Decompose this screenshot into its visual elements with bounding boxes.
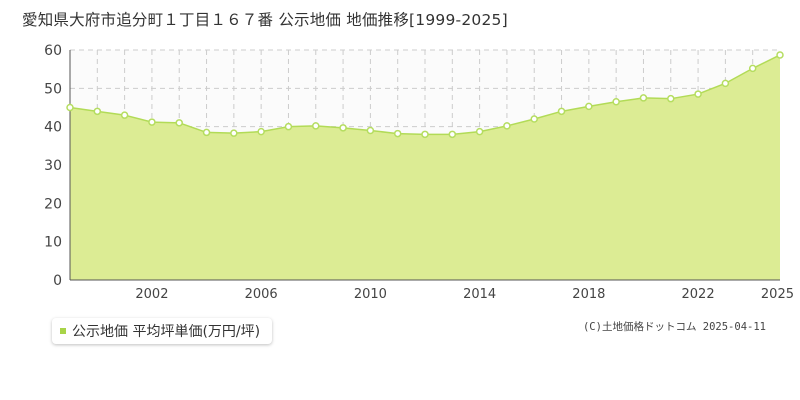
series-area (70, 54, 780, 280)
data-point (475, 127, 484, 136)
data-point (175, 119, 183, 127)
data-point (312, 122, 320, 130)
x-tick-label: 2002 (135, 287, 168, 302)
data-point (66, 103, 74, 112)
data-point (748, 64, 757, 73)
data-point (694, 90, 702, 98)
data-point (93, 107, 102, 116)
data-point (776, 51, 784, 59)
chart-title: 愛知県大府市追分町１丁目１６７番 公示地価 地価推移[1999-2025] (22, 11, 508, 29)
data-point (503, 122, 511, 130)
data-point (612, 98, 620, 106)
data-point (585, 102, 593, 111)
x-tick-label: 2006 (245, 287, 278, 302)
y-tick-label: 40 (44, 120, 62, 136)
data-point (339, 124, 347, 132)
y-tick-label: 10 (44, 235, 62, 251)
y-tick-label: 60 (44, 43, 62, 59)
data-point (721, 79, 730, 88)
y-tick-label: 20 (44, 196, 62, 212)
x-tick-label: 2018 (572, 287, 605, 302)
data-point (257, 127, 265, 136)
legend: 公示地価 平均坪単価(万円/坪) (52, 318, 273, 344)
y-tick-label: 30 (44, 158, 62, 174)
y-tick-label: 0 (53, 273, 62, 289)
data-point (667, 94, 675, 103)
data-point (639, 94, 648, 102)
x-tick-label: 2022 (682, 287, 715, 302)
x-tick-label: 2014 (463, 287, 496, 302)
data-point (557, 107, 566, 116)
data-point (530, 115, 538, 123)
data-point (120, 111, 129, 119)
data-point (421, 130, 429, 139)
data-point (202, 128, 211, 137)
x-tick-label: 2010 (354, 287, 387, 302)
data-point (230, 129, 238, 137)
copyright-credit: (C)土地価格ドットコム 2025-04-11 (582, 321, 766, 333)
legend-swatch (60, 328, 66, 334)
data-point (393, 129, 402, 138)
legend-label: 公示地価 平均坪単価(万円/坪) (72, 324, 261, 340)
data-point (148, 118, 156, 126)
data-point (366, 126, 375, 135)
y-tick-label: 50 (44, 81, 62, 97)
x-tick-label: 2025 (761, 287, 794, 302)
data-point (448, 130, 457, 139)
data-point (284, 122, 293, 131)
